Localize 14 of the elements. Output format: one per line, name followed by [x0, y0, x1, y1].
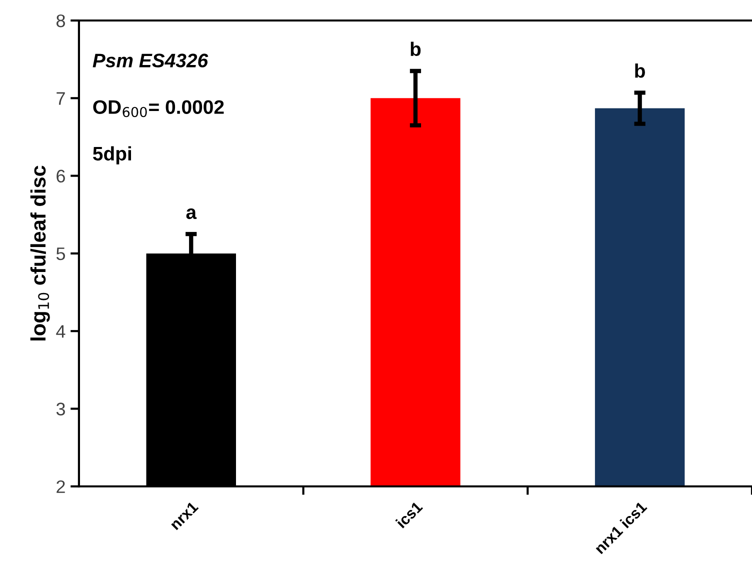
- annotation: a: [186, 208, 197, 220]
- y-tick-label: 6: [56, 170, 65, 183]
- y-tick-label: 7: [56, 92, 65, 105]
- annotation: b: [635, 63, 645, 78]
- y-tick-label: 2: [56, 480, 65, 493]
- y-tick-label: 3: [56, 402, 65, 416]
- annotation: b: [410, 42, 421, 56]
- y-tick-label: 8: [56, 14, 65, 28]
- annotation: OD$_{600}$= 0.0002: [93, 100, 224, 118]
- annotation: 5dpi: [93, 146, 132, 164]
- annotation: Psm ES4326: [92, 54, 208, 68]
- y-axis-title: log$_{10}$ cfu/leaf disc: [30, 166, 50, 340]
- y-tick-label: 4: [56, 325, 66, 338]
- y-tick-label: 5: [56, 248, 66, 260]
